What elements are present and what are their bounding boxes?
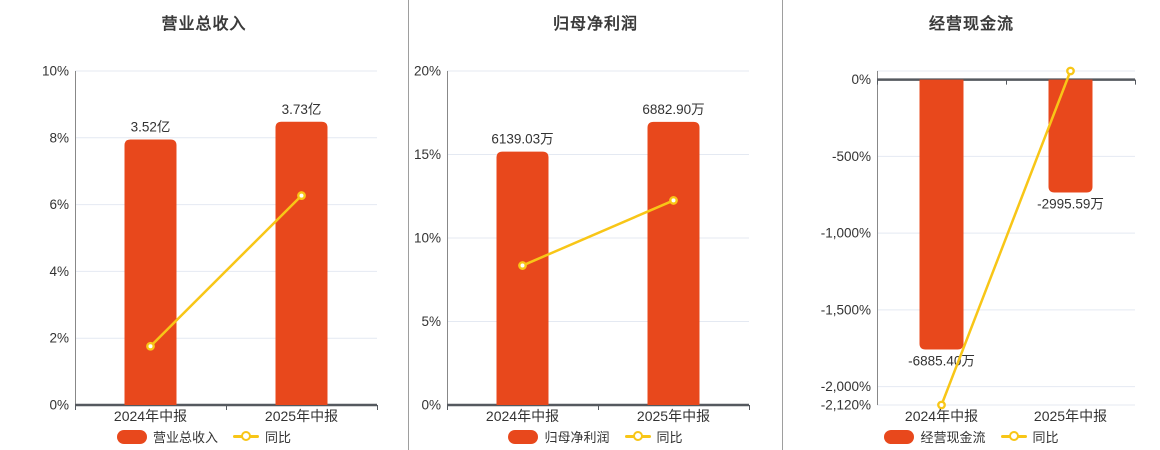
- x-tick-label: 2025年中报: [1034, 408, 1107, 424]
- y-tick-label: 4%: [49, 264, 69, 279]
- y-tick-label: 6%: [49, 197, 69, 212]
- bar[interactable]: [647, 121, 700, 405]
- legend: 归母净利润 同比: [409, 427, 782, 446]
- bar-series-swatch-icon: [884, 429, 915, 444]
- legend-line-label: 同比: [1032, 430, 1059, 445]
- y-tick-label: 5%: [421, 314, 441, 329]
- revenue-plot: 0% 2% 4% 6% 8% 10% 3.52亿 3.73亿 2024年中报 2025年中报: [42, 64, 378, 424]
- chart-title: 归母净利润: [552, 16, 638, 33]
- yoy-line[interactable]: [522, 199, 674, 267]
- x-tick-label: 2024年中报: [114, 408, 187, 424]
- legend: 营业总收入 同比: [0, 427, 408, 446]
- y-tick-label: 10%: [414, 231, 441, 246]
- bar-value-label: 3.73亿: [282, 102, 322, 117]
- x-tick-label: 2025年中报: [637, 408, 710, 424]
- panel-net-profit: 归母净利润 0% 5% 10% 15% 20% 6139.03万 6882.90万 2024年…: [409, 0, 783, 450]
- y-tick-label: 2%: [49, 331, 69, 346]
- panel-operating-cashflow: 经营现金流 0% -500% -1,000% -1,500% -2,000% -2,120…: [783, 0, 1160, 450]
- bar[interactable]: [919, 79, 964, 350]
- legend-item-line[interactable]: 同比: [993, 427, 1059, 446]
- yoy-marker[interactable]: [669, 196, 678, 205]
- bar[interactable]: [275, 121, 328, 405]
- legend-bar-label: 经营现金流: [920, 430, 986, 445]
- legend-item-line[interactable]: 同比: [225, 427, 291, 446]
- y-tick-label: 10%: [42, 64, 69, 79]
- x-tick-label: 2024年中报: [486, 408, 559, 424]
- legend: 经营现金流 同比: [783, 427, 1160, 446]
- yoy-marker[interactable]: [518, 261, 527, 270]
- yoy-marker[interactable]: [937, 400, 946, 410]
- line-series-swatch-icon: [624, 430, 651, 444]
- legend-line-label: 同比: [656, 430, 683, 445]
- chart-title: 营业总收入: [161, 16, 247, 33]
- legend-bar-label: 归母净利润: [544, 430, 610, 445]
- bar-series-swatch-icon: [508, 429, 539, 444]
- legend-item-line[interactable]: 同比: [617, 427, 683, 446]
- y-tick-label: 0%: [851, 72, 871, 87]
- bar-value-label: -2995.59万: [1037, 196, 1104, 211]
- legend-item-bar[interactable]: 营业总收入: [116, 427, 218, 446]
- legend-item-bar[interactable]: 经营现金流: [884, 427, 986, 446]
- bar[interactable]: [124, 139, 177, 405]
- bar-value-label: 3.52亿: [131, 119, 171, 134]
- yoy-marker[interactable]: [146, 341, 155, 351]
- line-series-swatch-icon: [1000, 430, 1027, 444]
- y-tick-label: 15%: [414, 147, 441, 162]
- yoy-marker[interactable]: [297, 191, 306, 200]
- x-tick-label: 2024年中报: [905, 408, 978, 424]
- chart-title: 经营现金流: [928, 16, 1014, 33]
- x-tick-label: 2025年中报: [265, 408, 338, 424]
- y-tick-label: -1,500%: [821, 302, 871, 317]
- net-profit-plot: 0% 5% 10% 15% 20% 6139.03万 6882.90万 2024年中报 2025…: [414, 64, 750, 424]
- y-tick-label: -500%: [832, 149, 871, 164]
- y-tick-label: 20%: [414, 64, 441, 79]
- legend-bar-label: 营业总收入: [152, 430, 218, 445]
- panel-revenue: 营业总收入 0% 2% 4% 6% 8% 10% 3.52亿 3.73亿 2024年中报 2025…: [0, 0, 409, 450]
- bar[interactable]: [496, 151, 549, 405]
- y-tick-label: 8%: [49, 130, 69, 145]
- y-tick-label: 0%: [421, 398, 441, 413]
- y-tick-label: -1,000%: [821, 226, 871, 241]
- line-series-swatch-icon: [233, 430, 259, 444]
- bar-value-label: 6139.03万: [491, 132, 553, 147]
- cashflow-plot: 0% -500% -1,000% -1,500% -2,000% -2,120% -6885…: [821, 66, 1136, 424]
- bar-value-label: -6885.40万: [908, 353, 975, 368]
- yoy-marker[interactable]: [1066, 66, 1075, 76]
- legend-item-bar[interactable]: 归母净利润: [508, 427, 610, 446]
- yoy-line[interactable]: [149, 194, 303, 348]
- yoy-line[interactable]: [940, 70, 1072, 406]
- y-tick-label: -2,000%: [821, 379, 871, 394]
- bar[interactable]: [1048, 79, 1093, 193]
- legend-line-label: 同比: [265, 430, 292, 445]
- bar-series-swatch-icon: [116, 429, 147, 444]
- y-tick-label: 0%: [49, 398, 69, 413]
- bar-value-label: 6882.90万: [642, 102, 704, 117]
- y-tick-label: -2,120%: [821, 398, 871, 413]
